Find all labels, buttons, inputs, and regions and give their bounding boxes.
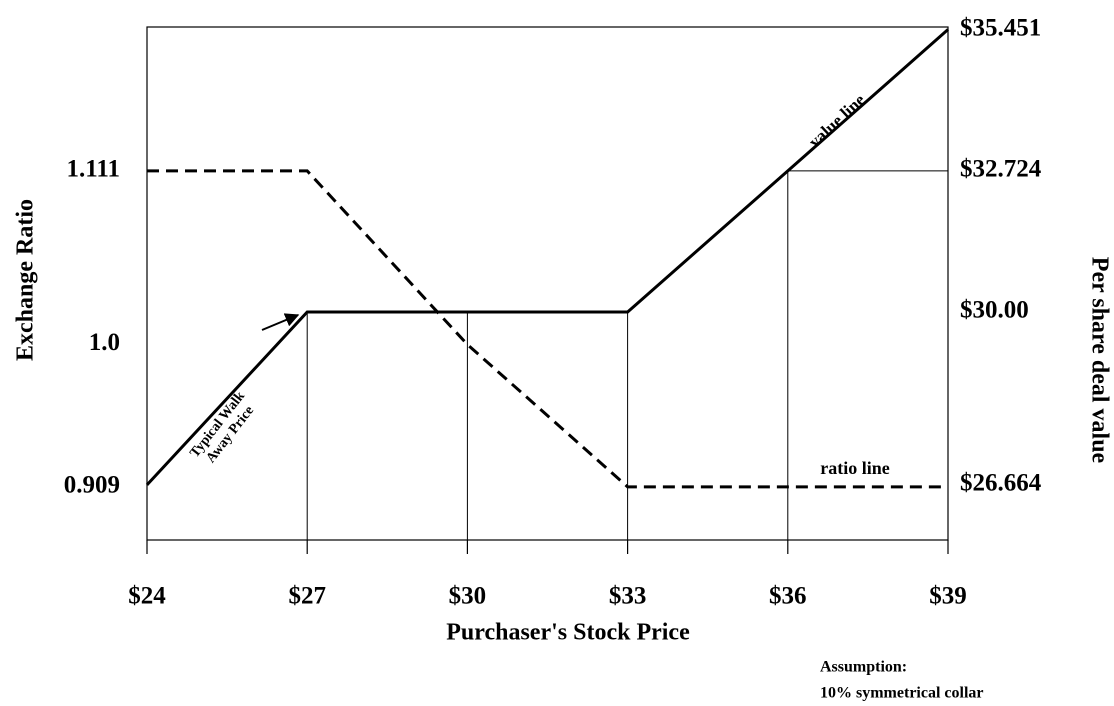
annotation: 10% symmetrical collar: [820, 685, 984, 702]
y-tick-label: 0.909: [64, 472, 120, 499]
annotation-arrow: [261, 313, 300, 331]
y-tick-label: 1.111: [67, 156, 121, 183]
y2-tick-label: $30.00: [960, 297, 1029, 324]
x-tick-label: $24: [128, 583, 166, 610]
x-tick-label: $33: [609, 583, 647, 610]
y2-axis-title: Per share deal value: [1086, 257, 1112, 464]
x-tick-label: $30: [449, 583, 487, 610]
series-line: [145, 28, 949, 486]
y2-tick-label: $32.724: [960, 156, 1042, 183]
annotation: Assumption:: [820, 659, 907, 676]
x-tick-label: $27: [288, 583, 326, 610]
series-line: [147, 169, 948, 489]
x-tick-label: $36: [769, 583, 807, 610]
plot-frame: [146, 26, 949, 541]
y2-tick-label: $26.664: [960, 470, 1042, 497]
value-line-label: value line: [805, 90, 869, 152]
x-axis-title: Purchaser's Stock Price: [446, 620, 690, 646]
y-tick-label: 1.0: [89, 329, 120, 356]
y-axis-title: Exchange Ratio: [13, 199, 39, 361]
x-tick-label: $39: [929, 583, 967, 610]
ratio-line-label: ratio line: [820, 458, 890, 478]
y2-tick-label: $35.451: [960, 14, 1041, 41]
